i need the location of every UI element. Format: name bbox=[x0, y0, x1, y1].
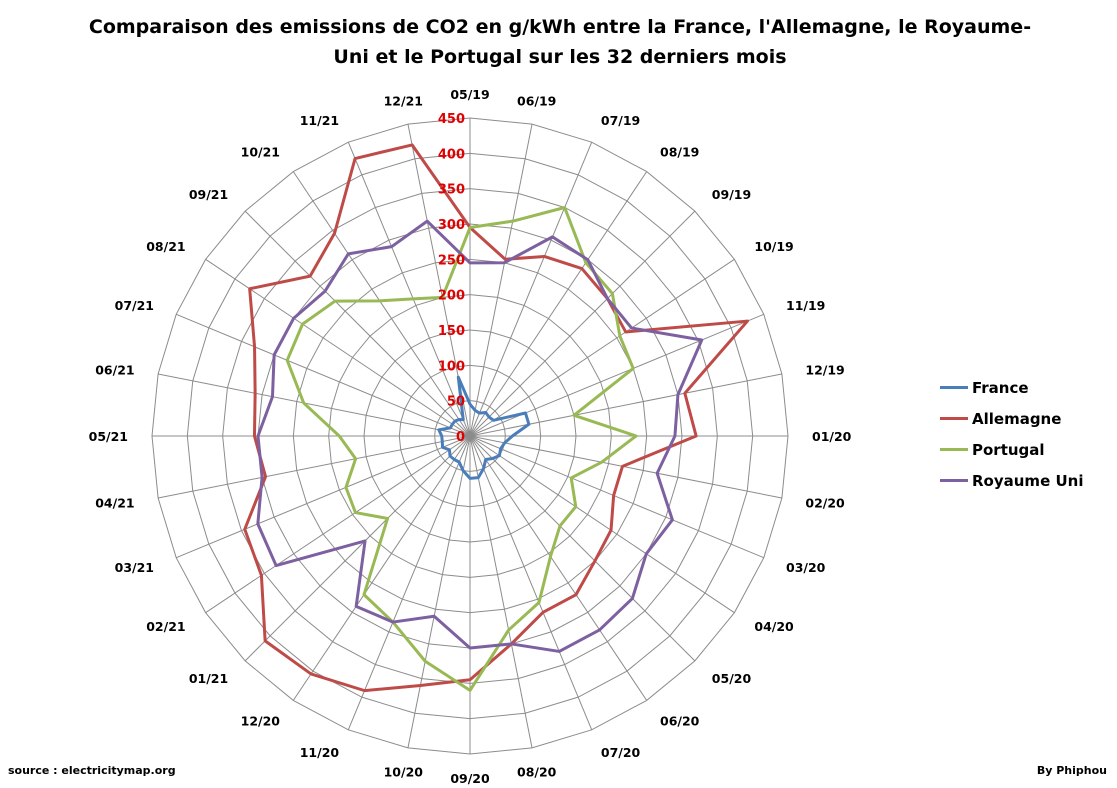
grid-spoke bbox=[469, 142, 593, 437]
grid-spoke bbox=[347, 142, 471, 437]
grid-spoke bbox=[158, 435, 471, 499]
grid-spoke bbox=[158, 373, 471, 437]
grid-spoke bbox=[469, 258, 735, 437]
category-label: 12/19 bbox=[805, 362, 844, 377]
tick-label: 250 bbox=[438, 253, 465, 268]
tick-label: 350 bbox=[438, 183, 465, 198]
grid-spoke bbox=[469, 435, 782, 499]
legend-label-portugal: Portugal bbox=[972, 440, 1045, 459]
category-label: 08/19 bbox=[660, 145, 699, 160]
category-label: 04/21 bbox=[95, 496, 134, 511]
grid-spoke bbox=[244, 435, 471, 662]
author-note: By Phiphou bbox=[1036, 764, 1107, 777]
grid-spoke bbox=[176, 435, 471, 559]
legend-swatch-france bbox=[940, 386, 968, 389]
chart-title-line-2: Uni et le Portugal sur les 32 derniers m… bbox=[333, 46, 787, 68]
category-label: 09/20 bbox=[450, 771, 490, 786]
grid-spoke bbox=[176, 313, 471, 437]
legend-label-royaume-uni: Royaume Uni bbox=[972, 471, 1084, 490]
category-label: 11/19 bbox=[786, 298, 825, 313]
category-label: 02/21 bbox=[146, 619, 185, 634]
chart-title: Comparaison des emissions de CO2 en g/kW… bbox=[80, 12, 1040, 72]
grid-spoke bbox=[407, 435, 471, 748]
category-label: 12/20 bbox=[241, 713, 281, 728]
tick-label: 100 bbox=[438, 359, 465, 374]
grid-spoke bbox=[469, 435, 533, 748]
grid-spoke bbox=[205, 435, 471, 614]
category-label: 05/21 bbox=[89, 429, 128, 444]
legend-label-allemagne: Allemagne bbox=[972, 409, 1062, 428]
legend-item-allemagne: Allemagne bbox=[940, 403, 1083, 434]
legend-swatch-portugal bbox=[940, 448, 968, 451]
grid-spoke bbox=[469, 435, 735, 614]
grid-spoke bbox=[469, 435, 696, 662]
category-label: 03/20 bbox=[786, 560, 826, 575]
legend-item-portugal: Portugal bbox=[940, 434, 1083, 465]
category-label: 09/21 bbox=[189, 187, 228, 202]
category-label: 03/21 bbox=[115, 560, 154, 575]
grid-spoke bbox=[469, 124, 533, 437]
tick-label: 0 bbox=[456, 430, 465, 445]
grid-spoke bbox=[469, 373, 782, 437]
grid-spoke bbox=[244, 210, 471, 437]
category-label: 10/21 bbox=[241, 145, 280, 160]
category-label: 09/19 bbox=[712, 187, 751, 202]
category-label: 11/21 bbox=[300, 113, 339, 128]
category-label: 10/20 bbox=[384, 764, 424, 779]
category-label: 11/20 bbox=[300, 745, 340, 760]
category-label: 02/20 bbox=[805, 496, 845, 511]
grid-spoke bbox=[469, 171, 648, 437]
legend-swatch-allemagne bbox=[940, 417, 968, 420]
series-line-royaume-uni bbox=[256, 219, 704, 653]
category-label: 10/19 bbox=[754, 239, 793, 254]
grid-spoke bbox=[292, 435, 471, 701]
category-label: 07/19 bbox=[601, 113, 640, 128]
tick-label: 50 bbox=[447, 395, 465, 410]
category-label: 08/21 bbox=[146, 239, 185, 254]
category-label: 01/20 bbox=[812, 429, 852, 444]
series-line-france bbox=[437, 375, 531, 480]
grid-spoke bbox=[347, 435, 471, 730]
grid-spoke bbox=[469, 210, 696, 437]
category-label: 05/20 bbox=[712, 671, 752, 686]
grid-spoke bbox=[292, 171, 471, 437]
grid-spoke bbox=[469, 313, 764, 437]
grid-spoke bbox=[469, 435, 764, 559]
category-label: 07/21 bbox=[115, 298, 154, 313]
category-label: 06/21 bbox=[95, 362, 134, 377]
legend-label-france: France bbox=[972, 378, 1029, 397]
category-label: 07/20 bbox=[601, 745, 641, 760]
category-label: 01/21 bbox=[189, 671, 228, 686]
category-label: 04/20 bbox=[754, 619, 794, 634]
tick-label: 150 bbox=[438, 324, 465, 339]
category-label: 08/20 bbox=[517, 764, 557, 779]
chart-legend: France Allemagne Portugal Royaume Uni bbox=[940, 372, 1083, 496]
grid-spoke bbox=[469, 435, 593, 730]
series-line-portugal bbox=[285, 205, 638, 692]
tick-label: 300 bbox=[438, 218, 465, 233]
category-label: 12/21 bbox=[384, 94, 423, 109]
tick-label: 200 bbox=[438, 289, 465, 304]
chart-title-line-1: Comparaison des emissions de CO2 en g/kW… bbox=[88, 16, 1032, 38]
source-note: source : electricitymap.org bbox=[8, 764, 176, 777]
legend-item-france: France bbox=[940, 372, 1083, 403]
legend-swatch-royaume-uni bbox=[940, 479, 968, 482]
category-label: 06/20 bbox=[660, 713, 700, 728]
category-label: 06/19 bbox=[517, 94, 556, 109]
legend-item-royaume-uni: Royaume Uni bbox=[940, 465, 1083, 496]
tick-label: 400 bbox=[438, 147, 465, 162]
series-line-allemagne bbox=[243, 143, 749, 693]
grid-spoke bbox=[469, 435, 648, 701]
category-label: 05/19 bbox=[450, 87, 489, 102]
tick-label: 450 bbox=[438, 112, 465, 127]
